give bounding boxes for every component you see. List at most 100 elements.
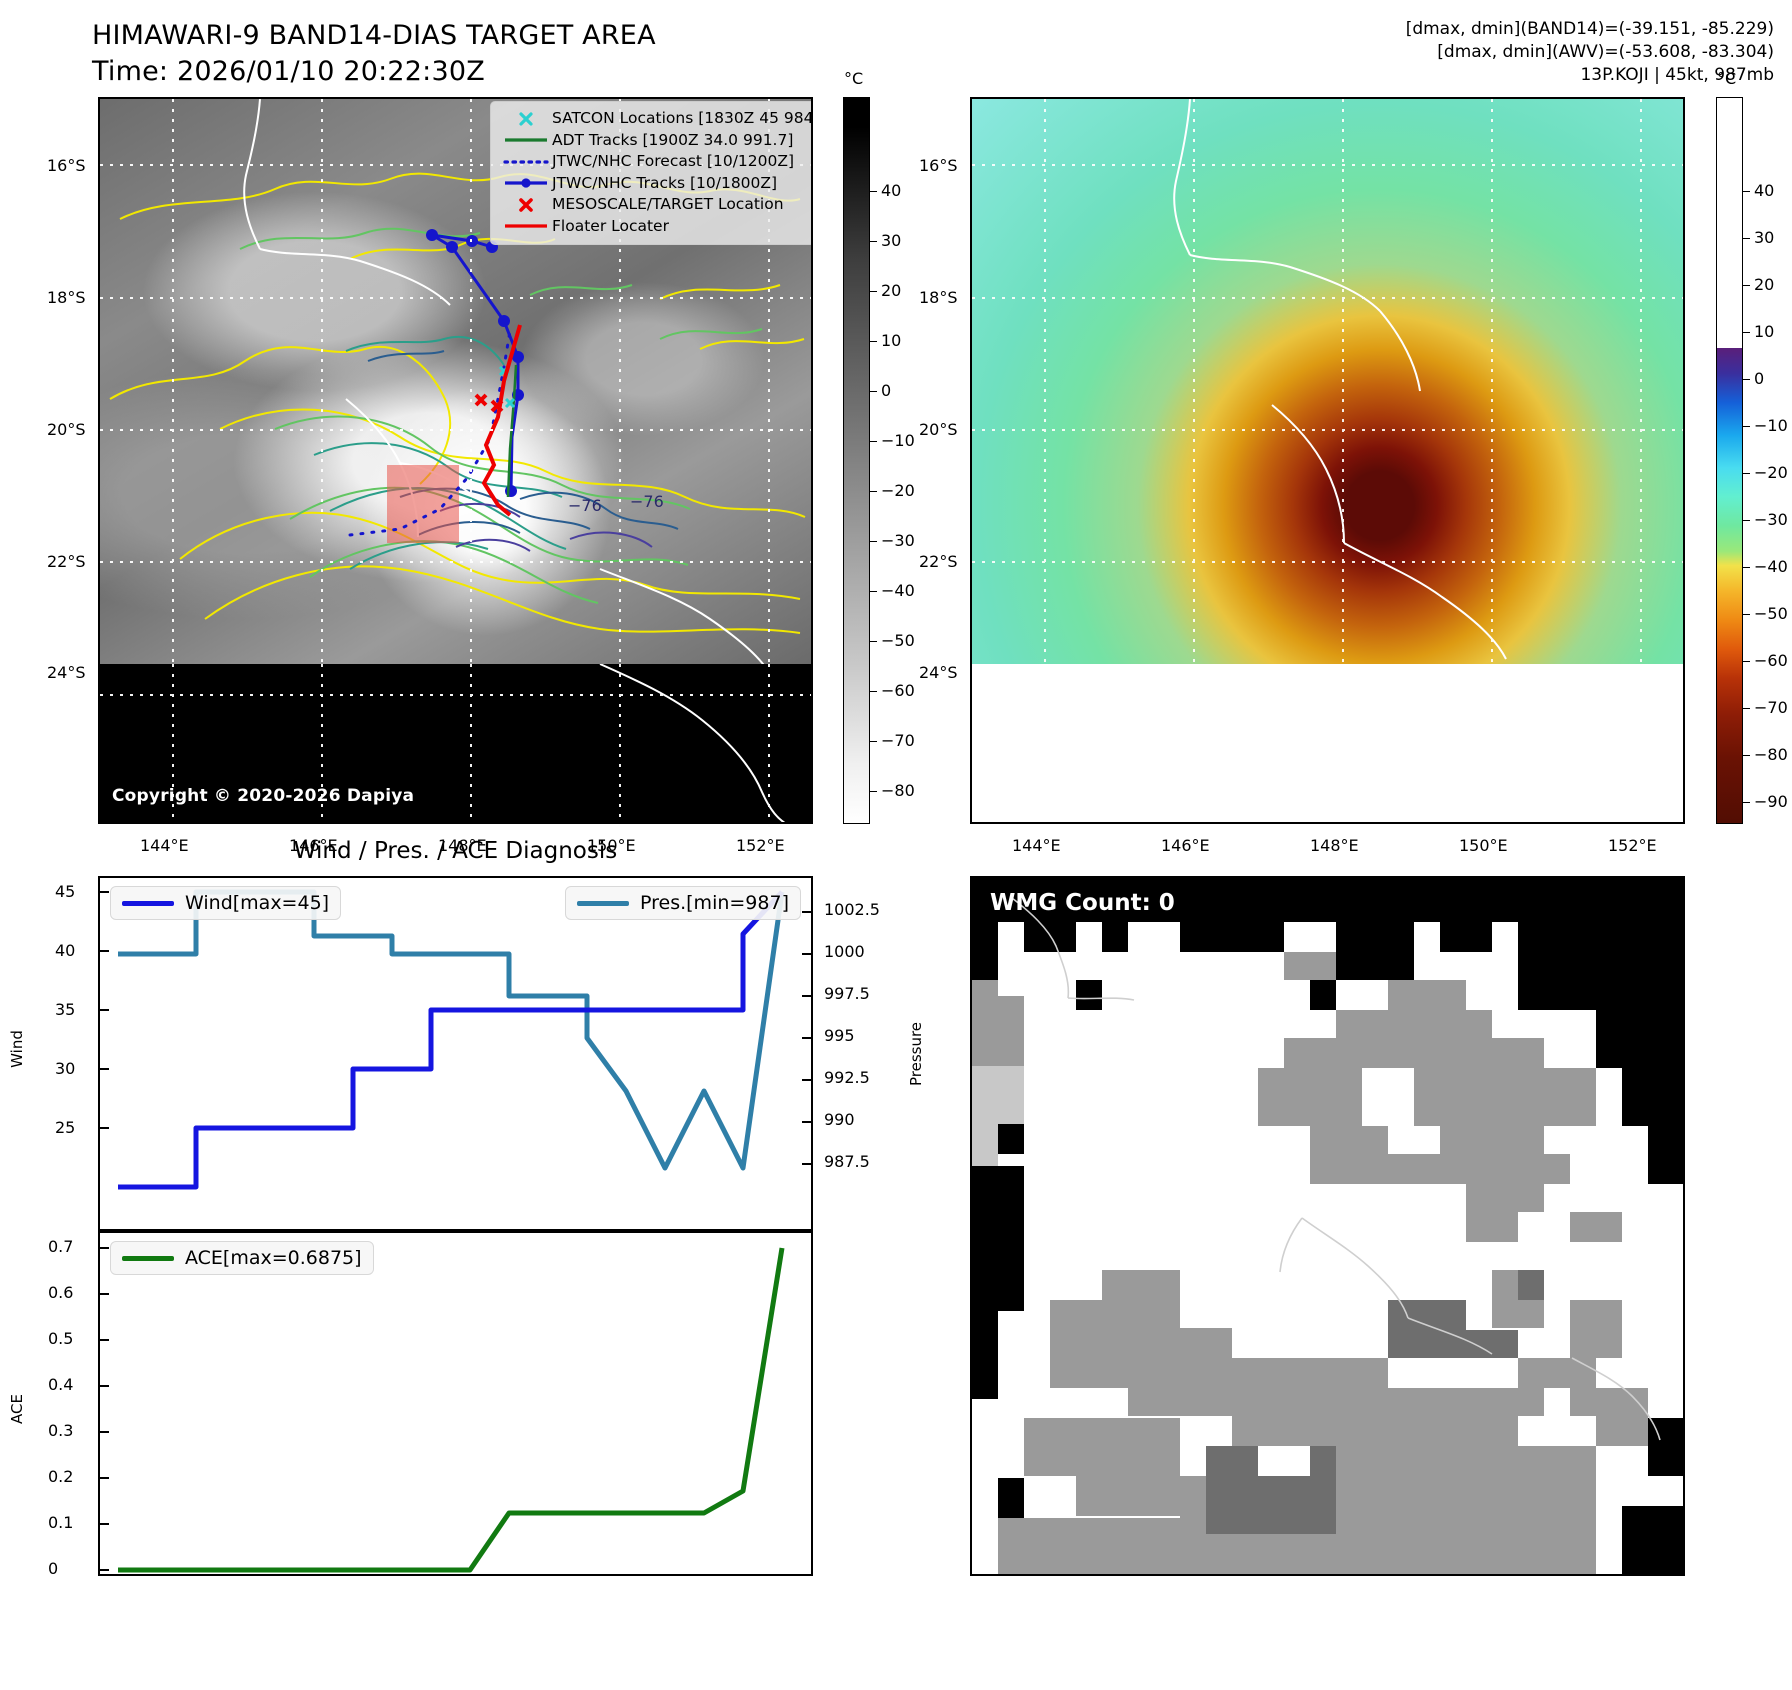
ace-axis-label: ACE xyxy=(7,1394,26,1424)
legend-item-jtwc-tracks[interactable]: JTWC/NHC Tracks [10/1800Z] xyxy=(500,173,811,195)
ace-plot xyxy=(100,1247,785,1573)
pressure-axis-label: Pressure xyxy=(907,1021,926,1087)
ir-xtick-152E: 152°E xyxy=(736,836,785,855)
wv-ytick-16S: 16°S xyxy=(919,156,958,175)
wv-xtick-148E: 148°E xyxy=(1310,836,1359,855)
legend-item-jtwc-forecast[interactable]: JTWC/NHC Forecast [10/1200Z] xyxy=(500,151,811,173)
wv-colorbar-gradient xyxy=(1716,97,1743,824)
wv-nodata-region xyxy=(972,664,1683,822)
wind-legend-swatch xyxy=(122,900,174,906)
page-title: HIMAWARI-9 BAND14-DIAS TARGET AREA Time:… xyxy=(92,18,892,90)
pres-ytick-1002.5: 1002.5 xyxy=(824,900,880,919)
wv-cbtick-9: −50 xyxy=(1754,604,1788,623)
wv-cbtick-5: −10 xyxy=(1754,416,1788,435)
ir-coast-lower xyxy=(100,664,811,822)
wv-cbtick-11: −70 xyxy=(1754,698,1788,717)
ir-cbtick-2: 20 xyxy=(881,281,902,300)
ace-ytick-0.0: 0 xyxy=(48,1559,59,1578)
ir-colorbar-unit: °C xyxy=(844,69,864,88)
wv-overlay xyxy=(972,99,1683,664)
wv-cbtick-6: −20 xyxy=(1754,463,1788,482)
legend-item-adt[interactable]: ADT Tracks [1900Z 34.0 991.7] xyxy=(500,130,811,152)
ir-xtick-148E: 148°E xyxy=(438,836,487,855)
pres-ytick-992.5: 992.5 xyxy=(824,1068,870,1087)
ir-legend[interactable]: SATCON Locations [1830Z 45 984] ADT Trac… xyxy=(490,101,811,245)
ir-cbtick-4: 0 xyxy=(881,381,892,400)
legend-label-floater: Floater Locater xyxy=(552,216,669,235)
wind-pressure-chart[interactable]: Wind[max=45] Pres.[min=987] xyxy=(98,876,813,1231)
pres-ytick-987.5: 987.5 xyxy=(824,1152,870,1171)
x-marker-red-icon xyxy=(500,196,552,214)
legend-item-floater[interactable]: Floater Locater xyxy=(500,216,811,238)
wind-ytick-45: 45 xyxy=(55,882,76,901)
legend-label-jtwc-tracks: JTWC/NHC Tracks [10/1800Z] xyxy=(552,173,778,192)
wind-legend-label: Wind[max=45] xyxy=(185,892,330,914)
copyright-text: Copyright © 2020-2026 Dapiya xyxy=(112,786,415,806)
mesoscale-target-box xyxy=(387,465,459,543)
x-marker-icon xyxy=(500,110,552,128)
title-text: HIMAWARI-9 BAND14-DIAS TARGET AREA xyxy=(92,20,656,51)
wv-cbtick-7: −30 xyxy=(1754,510,1788,529)
wind-ytick-25: 25 xyxy=(55,1118,76,1137)
ir-cbtick-3: 10 xyxy=(881,331,902,350)
ir-colorbar: °C 40 30 20 10 0 −10 −20 −30 −40 −50 −60… xyxy=(843,69,963,824)
ace-ytick-0.6: 0.6 xyxy=(48,1283,74,1302)
wv-xtick-152E: 152°E xyxy=(1608,836,1657,855)
wv-colorbar-unit: °C xyxy=(1717,69,1737,88)
dmax-band14-text: [dmax, dmin](BAND14)=(-39.151, -85.229) xyxy=(1405,19,1774,39)
ir-ytick-18S: 18°S xyxy=(47,288,86,307)
wind-pressure-plot xyxy=(100,889,811,1190)
pres-ytick-995.0: 995 xyxy=(824,1026,855,1045)
wv-satellite-panel[interactable] xyxy=(970,97,1685,824)
ir-cbtick-10: −60 xyxy=(881,681,915,700)
ir-cbtick-7: −30 xyxy=(881,531,915,550)
legend-label-adt: ADT Tracks [1900Z 34.0 991.7] xyxy=(552,130,794,149)
ace-legend[interactable]: ACE[max=0.6875] xyxy=(110,1241,374,1275)
storm-summary-text: 13P.KOJI | 45kt, 987mb xyxy=(1580,65,1774,85)
ir-colorbar-gradient xyxy=(843,97,870,824)
ace-ytick-0.1: 0.1 xyxy=(48,1513,74,1532)
ace-chart[interactable]: ACE[max=0.6875] xyxy=(98,1231,813,1576)
wind-ytick-40: 40 xyxy=(55,941,76,960)
pres-ytick-1000.0: 1000 xyxy=(824,942,865,961)
wv-xtick-146E: 146°E xyxy=(1161,836,1210,855)
ir-satellite-panel[interactable]: −76 −76 xyxy=(98,97,813,824)
ir-xtick-150E: 150°E xyxy=(587,836,636,855)
metadata-block: [dmax, dmin](BAND14)=(-39.151, -85.229) … xyxy=(1406,18,1774,87)
ir-cbtick-6: −20 xyxy=(881,481,915,500)
wv-cbtick-1: 30 xyxy=(1754,228,1775,247)
ir-cbtick-5: −10 xyxy=(881,431,915,450)
wind-axis-label: Wind xyxy=(7,1030,26,1068)
wv-cbtick-12: −80 xyxy=(1754,745,1788,764)
wv-cbtick-10: −60 xyxy=(1754,651,1788,670)
wv-cbtick-3: 10 xyxy=(1754,322,1775,341)
legend-item-mesoscale[interactable]: MESOSCALE/TARGET Location xyxy=(500,194,811,216)
wind-ytick-35: 35 xyxy=(55,1000,76,1019)
ace-ytick-0.3: 0.3 xyxy=(48,1421,74,1440)
svg-text:−76: −76 xyxy=(630,492,664,511)
wmg-raster xyxy=(972,878,1683,1574)
wmg-count-label: WMG Count: 0 xyxy=(990,890,1175,916)
wv-ytick-18S: 18°S xyxy=(919,288,958,307)
wv-cbtick-0: 40 xyxy=(1754,181,1775,200)
line-icon xyxy=(500,135,552,145)
legend-item-satcon[interactable]: SATCON Locations [1830Z 45 984] xyxy=(500,108,811,130)
legend-label-mesoscale: MESOSCALE/TARGET Location xyxy=(552,195,784,213)
dmax-awv-text: [dmax, dmin](AWV)=(-53.608, -83.304) xyxy=(1437,42,1774,62)
ir-image: −76 −76 xyxy=(100,99,811,664)
wv-cbtick-2: 20 xyxy=(1754,275,1775,294)
pressure-legend[interactable]: Pres.[min=987] xyxy=(565,886,801,920)
wv-cbtick-13: −90 xyxy=(1754,792,1788,811)
ace-ytick-0.4: 0.4 xyxy=(48,1375,74,1394)
ir-cbtick-12: −80 xyxy=(881,781,915,800)
wv-xtick-150E: 150°E xyxy=(1459,836,1508,855)
wv-colorbar: °C 40 30 20 10 0 −10 −20 −30 −40 −50 −60… xyxy=(1716,69,1792,824)
wind-legend[interactable]: Wind[max=45] xyxy=(110,886,342,920)
ir-ytick-20S: 20°S xyxy=(47,420,86,439)
ir-nodata-region xyxy=(100,664,811,822)
ir-ytick-24S: 24°S xyxy=(47,663,86,682)
pressure-legend-swatch xyxy=(577,900,629,906)
wmg-panel[interactable]: WMG Count: 0 xyxy=(970,876,1685,1576)
ace-ytick-0.2: 0.2 xyxy=(48,1467,74,1486)
ir-cbtick-11: −70 xyxy=(881,731,915,750)
